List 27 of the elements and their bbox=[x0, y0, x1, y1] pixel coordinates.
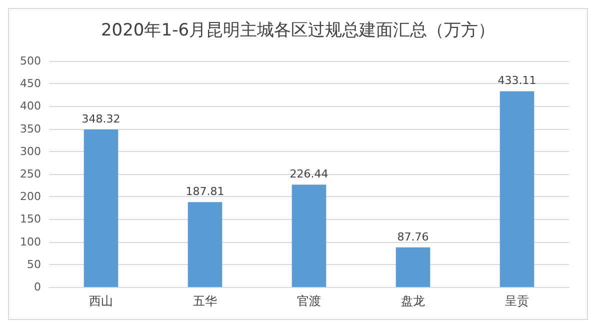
y-tick-label: 250 bbox=[20, 168, 41, 180]
x-tick-label: 西山 bbox=[89, 294, 113, 308]
x-tick-label: 呈贡 bbox=[505, 294, 529, 308]
y-tick-label: 400 bbox=[20, 100, 41, 113]
data-label: 187.81 bbox=[186, 185, 224, 198]
y-tick-label: 150 bbox=[20, 212, 41, 226]
y-tick-label: 0 bbox=[34, 280, 41, 294]
chart-title: 2020年1-6月昆明主城各区过规总建面汇总（万方） bbox=[100, 20, 496, 40]
x-tick-label: 盘龙 bbox=[401, 294, 425, 308]
y-tick-label: 500 bbox=[20, 54, 41, 68]
y-tick-label: 300 bbox=[20, 144, 41, 158]
y-tick-label: 450 bbox=[20, 77, 41, 90]
data-label: 87.76 bbox=[397, 230, 429, 244]
y-tick-label: 50 bbox=[27, 258, 41, 271]
y-tick-label: 100 bbox=[20, 235, 41, 248]
bar bbox=[292, 184, 326, 287]
bar bbox=[396, 247, 430, 287]
data-label: 433.11 bbox=[498, 74, 536, 88]
bar bbox=[188, 202, 222, 287]
data-label: 226.44 bbox=[290, 168, 328, 181]
x-tick-label: 五华 bbox=[193, 294, 217, 308]
x-tick-label: 官渡 bbox=[297, 294, 321, 308]
bar bbox=[500, 91, 534, 287]
y-tick-label: 350 bbox=[20, 122, 41, 136]
bar bbox=[84, 130, 118, 287]
data-label: 348.32 bbox=[82, 112, 120, 126]
y-tick-label: 200 bbox=[20, 190, 41, 204]
